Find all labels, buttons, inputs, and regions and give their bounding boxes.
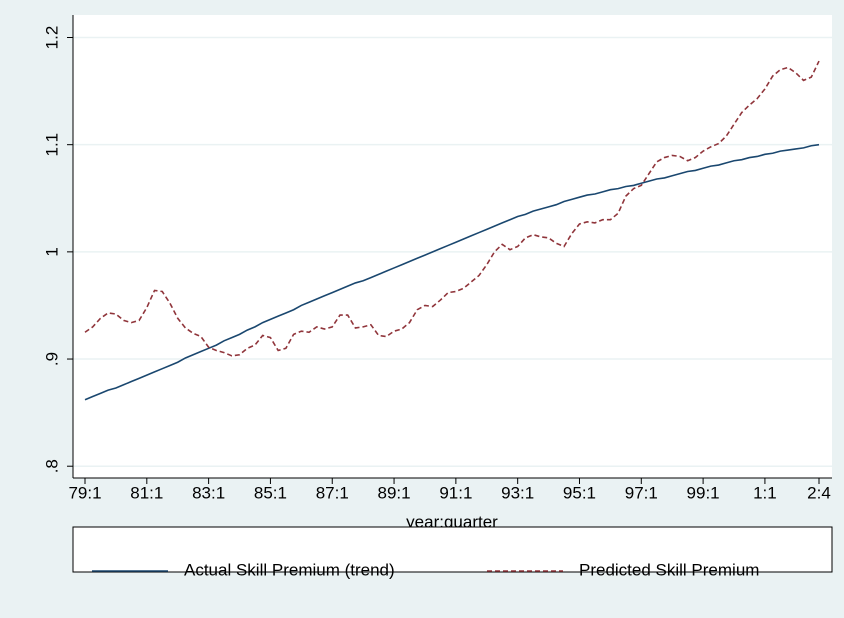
x-tick-label: 83:1 [192,483,225,502]
series-line [84,60,820,357]
x-tick-label: 87:1 [316,483,349,502]
x-tick-label: 2:4 [807,483,831,502]
plot-area [73,15,832,478]
legend-label: Actual Skill Premium (trend) [184,560,395,579]
x-tick-label: 79:1 [68,483,101,502]
y-tick-label: .8 [42,459,61,473]
x-tick-label: 85:1 [254,483,287,502]
legend-label: Predicted Skill Premium [579,560,759,579]
y-tick-label: 1.1 [42,133,61,157]
x-tick-label: 99:1 [687,483,720,502]
x-tick-label: 81:1 [130,483,163,502]
y-tick-label: 1.2 [42,26,61,50]
x-tick-label: 91:1 [439,483,472,502]
x-tick-label: 1:1 [753,483,777,502]
legend [72,526,833,573]
x-tick-label: 89:1 [378,483,411,502]
x-tick-label: 93:1 [501,483,534,502]
x-tick-label: 97:1 [625,483,658,502]
y-tick-label: 1 [42,247,61,256]
series-line [84,143,820,401]
x-tick-label: 95:1 [563,483,596,502]
y-tick-label: .9 [42,352,61,366]
